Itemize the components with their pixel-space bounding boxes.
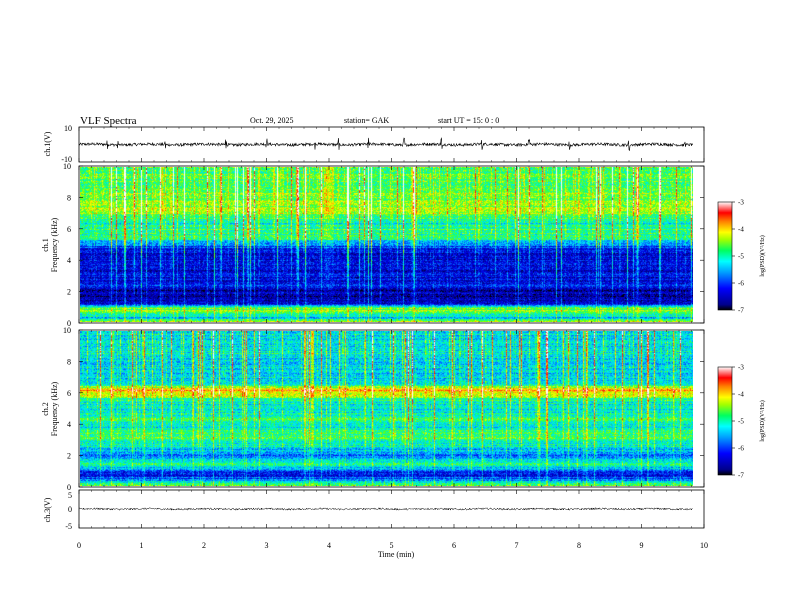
ch3-ytick-mid: 0 (68, 505, 72, 514)
ch1-waveform-line (78, 137, 693, 152)
ch1-freq-ticks: 0 2 4 6 8 10 (63, 162, 704, 328)
ch1-ytick-top: 10 (64, 124, 72, 133)
chart-title: VLF Spectra (80, 115, 137, 127)
ch1-freq-ylabel-channel: ch.1 (41, 238, 50, 252)
station-label: station= GAK (344, 116, 389, 125)
colorbar-tick-label: -7 (738, 307, 744, 315)
colorbar-tick-label: -3 (738, 364, 744, 372)
time-tick-label: 2 (202, 541, 206, 550)
colorbar-tick-label: -4 (738, 391, 744, 399)
time-tick-label: 6 (452, 541, 456, 550)
colorbar-tick-label: -6 (738, 445, 744, 453)
ch3-waveform-panel: 5 0 -5 ch.3(V) (43, 489, 705, 531)
colorbar-tick-label: -5 (738, 253, 744, 261)
ch3-waveform-line (78, 507, 693, 512)
ch2-freq-ylabel-channel: ch.2 (41, 402, 50, 416)
time-tick-label: 8 (577, 541, 581, 550)
ch1-spectrogram-image (80, 167, 693, 322)
date-label: Oct. 29, 2025 (250, 116, 294, 125)
colorbar-tick-label: -7 (738, 472, 744, 480)
time-tick-label: 4 (327, 541, 331, 550)
freq-tick-label: 2 (67, 452, 71, 461)
freq-tick-label: 4 (67, 420, 71, 429)
ch3-ytick-top: 5 (68, 491, 72, 500)
start-time-label: start UT = 15: 0 : 0 (438, 116, 499, 125)
time-tick-label: 7 (515, 541, 519, 550)
ch1-waveform-panel: 10 -10 ch.1(V) (43, 124, 705, 164)
freq-tick-label: 10 (63, 162, 71, 171)
time-tick-label: 5 (390, 541, 394, 550)
freq-tick-label: 6 (67, 389, 71, 398)
freq-tick-label: 6 (67, 225, 71, 234)
ch1-colorbar-ticks: -3 -4 -5 -6 -7 (732, 199, 744, 315)
ch1-ytick-bottom: -10 (61, 155, 72, 164)
freq-tick-label: 10 (63, 326, 71, 335)
ch1-colorbar-label: log(PSD)(V²/Hz) (759, 235, 766, 276)
ch2-colorbar-gradient (717, 366, 733, 476)
colorbar-tick-label: -4 (738, 226, 744, 234)
freq-tick-label: 8 (67, 357, 71, 366)
freq-tick-label: 8 (67, 193, 71, 202)
freq-tick-label: 0 (67, 319, 71, 328)
time-tick-label: 3 (265, 541, 269, 550)
ch2-freq-ticks: 0 2 4 6 8 10 (63, 326, 704, 492)
time-axis-label: Time (min) (378, 550, 415, 559)
colorbar-tick-label: -6 (738, 280, 744, 288)
ch2-colorbar-label: log(PSD)(V²/Hz) (759, 400, 766, 441)
freq-tick-label: 0 (67, 483, 71, 492)
ch2-freq-ylabel: Frequency (kHz) (50, 381, 59, 436)
freq-tick-label: 4 (67, 256, 71, 265)
ch2-colorbar-ticks: -3 -4 -5 -6 -7 (732, 364, 744, 480)
ch3-ytick-bottom: -5 (65, 522, 72, 531)
freq-tick-label: 2 (67, 288, 71, 297)
ch2-spectrogram-image (80, 331, 693, 486)
ch3-waveform-ylabel: ch.3(V) (43, 497, 52, 522)
ch2-spectrogram-panel: 0 2 4 6 8 10 ch.2 Frequency (kHz) (41, 326, 705, 492)
time-tick-label: 0 (77, 541, 81, 550)
ch2-colorbar: -3 -4 -5 -6 -7 log(PSD)(V²/Hz) (717, 364, 766, 480)
ch1-colorbar: -3 -4 -5 -6 -7 log(PSD)(V²/Hz) (717, 199, 766, 315)
time-tick-label: 9 (640, 541, 644, 550)
ch1-colorbar-gradient (717, 201, 733, 311)
colorbar-tick-label: -5 (738, 418, 744, 426)
ch1-freq-ylabel: Frequency (kHz) (50, 217, 59, 272)
ch1-spectrogram-panel: 0 2 4 6 8 10 ch.1 Frequency (kHz) (41, 162, 705, 328)
time-tick-label: 1 (140, 541, 144, 550)
ch1-waveform-ylabel: ch.1(V) (43, 131, 52, 156)
time-axis: 0 1 2 3 4 5 6 7 8 9 10 (77, 127, 708, 550)
time-tick-label: 10 (700, 541, 708, 550)
colorbar-tick-label: -3 (738, 199, 744, 207)
